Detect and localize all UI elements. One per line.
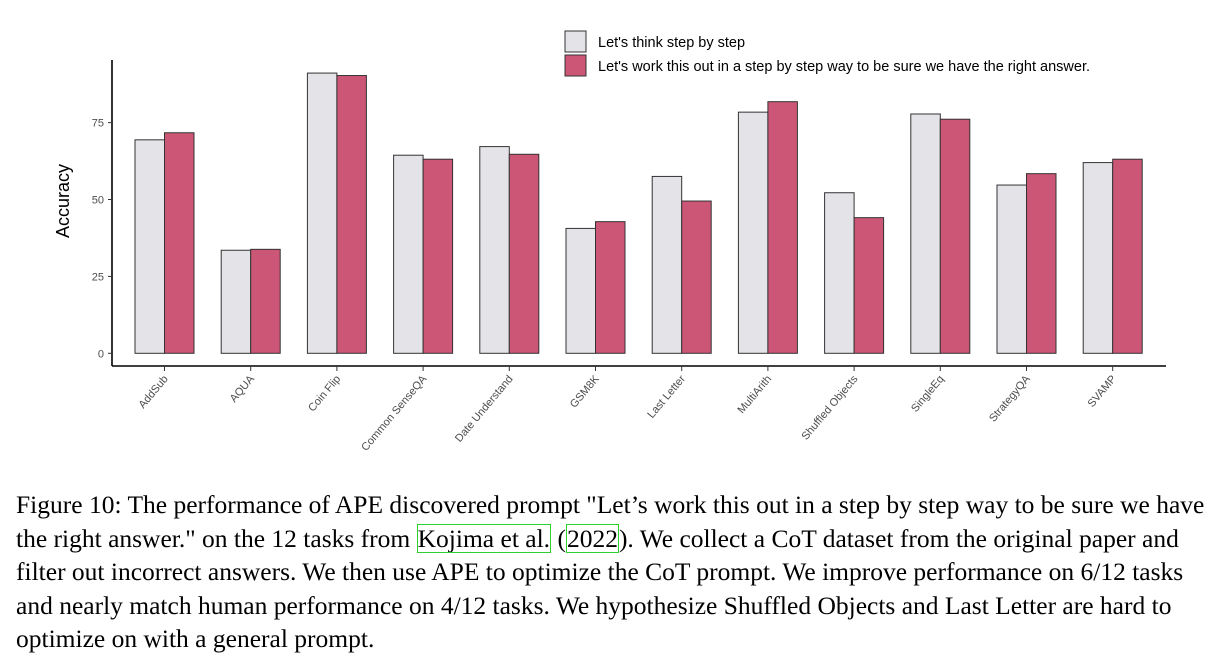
caption-text-after: ). We collect a CoT dataset from the ori… [16, 523, 1184, 654]
bar-series-1-gsm8k [565, 227, 596, 354]
bar-series-2-addsub [164, 132, 195, 354]
x-tick-label: Shuffled Objects [799, 373, 860, 443]
x-tick-label: MultiArith [736, 373, 775, 416]
legend: Let's think step by step Let's work this… [564, 30, 1090, 77]
bar-series-1-svamp [1082, 162, 1114, 354]
bar-series-1-last-letter [651, 175, 683, 354]
bar-series-1-addsub [134, 139, 165, 354]
bar-series-2-coin-flip [336, 75, 367, 354]
citation-author-link[interactable]: Kojima et al. [416, 523, 552, 553]
citation-paren: ( [551, 523, 566, 553]
bar-series-2-shuffled-objects [853, 217, 885, 354]
bar-series-1-strategyqa [996, 184, 1027, 354]
bar-series-2-aqua [250, 248, 281, 354]
x-tick-label: StrategyQA [987, 373, 1033, 425]
citation-year-link[interactable]: 2022 [565, 523, 619, 553]
bar-series-2-common-senseqa [422, 158, 454, 354]
bar-series-1-aqua [220, 249, 252, 354]
bar-series-2-strategyqa [1026, 173, 1057, 354]
y-tick-label: 0 [98, 348, 104, 360]
bar-series-1-common-senseqa [393, 154, 424, 354]
y-ticks: 0 25 50 75 [92, 118, 112, 360]
bar-series-2-svamp [1112, 158, 1143, 354]
figure-caption: Figure 10: The performance of APE discov… [16, 488, 1216, 656]
y-tick-label: 75 [92, 118, 104, 130]
bar-series-1-date-understand [479, 146, 510, 354]
x-tick-label: Date Understand [453, 373, 516, 444]
bar-series-2-gsm8k [595, 221, 626, 354]
y-axis-label: Accuracy [53, 164, 73, 238]
bar-series-1-coin-flip [306, 72, 338, 354]
legend-swatch-series-2 [564, 54, 587, 77]
bar-series-2-date-understand [508, 153, 540, 354]
x-tick-label: SVAMP [1086, 373, 1119, 410]
x-tick-label: Coin Flip [306, 373, 343, 414]
bar-series-1-shuffled-objects [824, 192, 855, 354]
y-tick-label: 25 [92, 271, 104, 283]
bar-series-2-singleeq [939, 118, 971, 354]
legend-swatch-series-1 [564, 30, 587, 53]
bar-series-1-singleeq [910, 113, 941, 354]
bar-series-2-last-letter [681, 200, 712, 354]
x-tick-label: GSM8K [568, 373, 602, 411]
x-ticks: AddSub AQUA Coin Flip Common SenseQA Date Un… [136, 366, 1119, 454]
x-tick-label: Common SenseQA [359, 373, 430, 454]
x-tick-label: AQUA [228, 373, 258, 405]
bar-series-2-multiarith [767, 101, 798, 354]
legend-label-series-2: Let's work this out in a step by step wa… [598, 59, 1090, 75]
caption-text-before: Figure 10: The performance of APE discov… [16, 490, 1205, 553]
bars-group [134, 72, 1143, 354]
x-tick-label: AddSub [136, 373, 170, 411]
bar-series-1-multiarith [737, 111, 769, 354]
legend-label-series-1: Let's think step by step [598, 35, 745, 51]
x-tick-label: Last Letter [645, 373, 688, 421]
y-tick-label: 50 [92, 195, 104, 207]
bar-chart: 0 25 50 75 AddSub AQUA Coin Flip Common SenseQ… [53, 30, 1166, 454]
x-tick-label: SingleEq [909, 373, 947, 414]
